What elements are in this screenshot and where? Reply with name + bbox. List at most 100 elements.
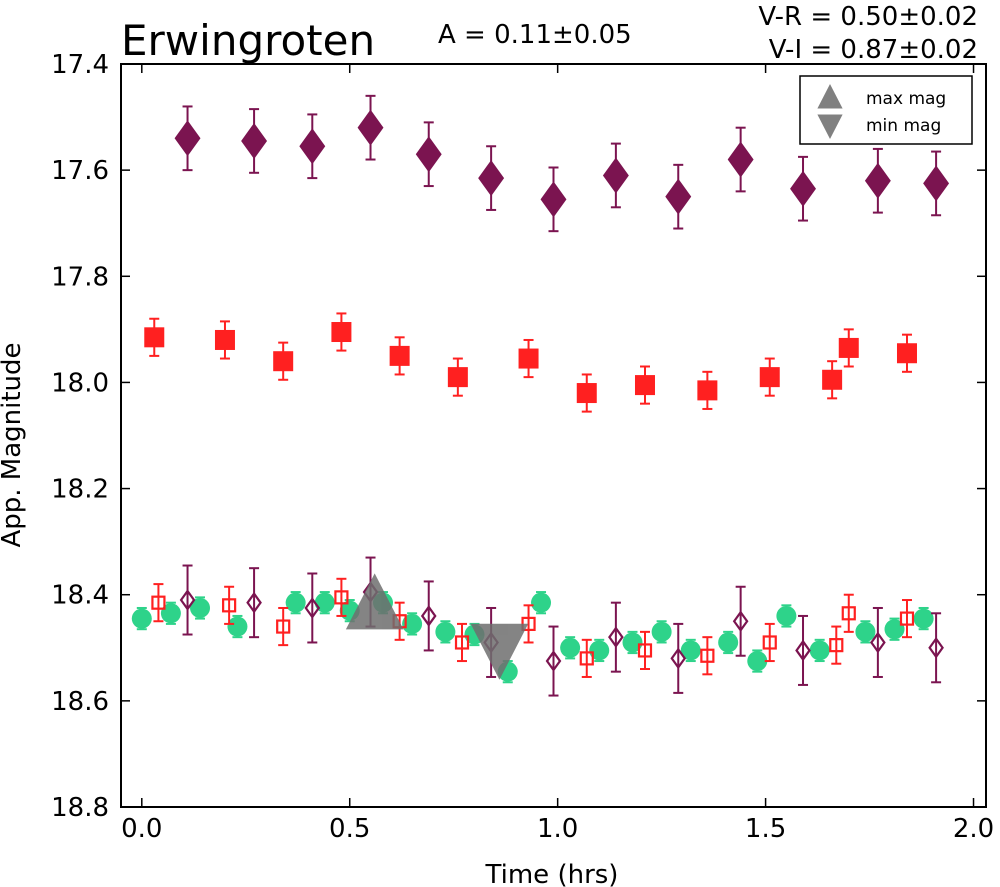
error-bar: [931, 612, 942, 684]
error-bar: [843, 593, 854, 633]
data-point: [680, 640, 701, 661]
y-tick-label: 17.6: [51, 156, 109, 186]
error-bar: [901, 599, 912, 639]
min-mag-legend-icon: [817, 114, 843, 139]
v-r-annotation: V-R = 0.50±0.02: [758, 2, 978, 32]
error-bar: [673, 622, 684, 694]
error-bar: [735, 585, 746, 657]
data-point: [602, 157, 629, 194]
data-point: [670, 647, 687, 670]
x-tick-label: 2.0: [953, 814, 994, 844]
error-bar: [336, 577, 347, 617]
data-point: [518, 348, 539, 369]
series-3: [151, 577, 915, 678]
data-point: [299, 128, 326, 165]
data-point: [870, 631, 886, 654]
error-bar: [153, 583, 164, 623]
y-tick-label: 18.4: [51, 581, 109, 611]
data-point: [214, 329, 235, 350]
y-tick-label: 18.6: [51, 687, 109, 717]
data-point: [589, 640, 610, 661]
data-point: [241, 122, 268, 159]
data-point: [776, 605, 797, 626]
data-point: [665, 178, 692, 215]
y-tick-label: 17.4: [51, 50, 109, 80]
data-point: [402, 613, 423, 634]
data-point: [331, 322, 352, 343]
data-point: [795, 639, 811, 662]
data-point: [762, 635, 777, 650]
data-point: [700, 648, 715, 663]
data-point: [190, 597, 211, 618]
data-point: [435, 621, 456, 642]
data-point: [759, 367, 780, 388]
error-bar: [831, 625, 842, 665]
y-tick-label: 18.8: [51, 793, 109, 823]
data-point: [478, 160, 505, 197]
data-point: [304, 597, 321, 619]
data-point: [151, 595, 166, 610]
data-point: [273, 351, 294, 372]
error-bar: [872, 606, 883, 678]
data-point: [454, 635, 470, 650]
v-i-annotation: V-I = 0.87±0.02: [769, 35, 978, 65]
chart-title: Erwingroten: [121, 16, 375, 65]
error-bar: [610, 601, 621, 673]
error-bar: [278, 606, 289, 647]
x-tick-label: 0.0: [121, 814, 162, 844]
series-0: [174, 94, 950, 233]
data-point: [334, 590, 349, 605]
error-bar: [182, 564, 193, 636]
x-tick-label: 1.0: [537, 814, 578, 844]
error-bar: [307, 572, 318, 644]
extrema-markers: [345, 573, 529, 680]
data-point: [174, 120, 201, 157]
series-1: [144, 312, 917, 413]
data-point: [864, 162, 891, 199]
data-point: [357, 109, 384, 146]
min-mag-marker: [470, 623, 529, 680]
x-axis-label: Time (hrs): [485, 860, 619, 887]
data-point: [829, 638, 844, 653]
data-point: [822, 369, 843, 390]
plot-marks: [131, 94, 950, 697]
error-bar: [423, 580, 434, 652]
data-point: [246, 591, 262, 614]
data-point: [447, 367, 468, 388]
error-bar: [581, 638, 592, 678]
legend-entry-label: min mag: [866, 116, 941, 136]
error-bar: [639, 630, 650, 671]
plot-frame: [120, 63, 987, 808]
max-mag-marker: [345, 573, 404, 630]
data-point: [637, 643, 653, 658]
axis-ticks: 0.0 0.5 1.0 1.5 2.0 17.4 17.6 17.8 18.0 18.2 18.4 1…: [51, 50, 994, 844]
data-point: [420, 605, 437, 627]
data-point: [747, 651, 768, 672]
series-2: [131, 591, 934, 684]
data-point: [727, 141, 754, 178]
legend-entry-label: max mag: [866, 89, 946, 109]
x-tick-label: 1.5: [745, 814, 786, 844]
data-point: [928, 636, 944, 659]
data-point: [576, 383, 597, 404]
data-point: [579, 651, 594, 666]
data-point: [415, 136, 442, 173]
data-point: [841, 606, 856, 621]
data-point: [144, 327, 165, 348]
x-tick-label: 0.5: [329, 814, 370, 844]
data-point: [276, 619, 291, 634]
error-bar: [249, 567, 260, 639]
y-tick-label: 17.8: [51, 262, 109, 292]
error-bar: [548, 625, 559, 697]
data-point: [697, 380, 718, 401]
error-bar: [702, 636, 713, 676]
data-point: [838, 337, 859, 358]
y-tick-label: 18.2: [51, 475, 109, 505]
error-bar: [798, 614, 809, 686]
max-mag-legend-icon: [817, 84, 843, 109]
data-point: [896, 343, 917, 364]
y-tick-label: 18.0: [51, 368, 109, 398]
data-point: [389, 345, 410, 366]
data-point: [790, 170, 816, 207]
